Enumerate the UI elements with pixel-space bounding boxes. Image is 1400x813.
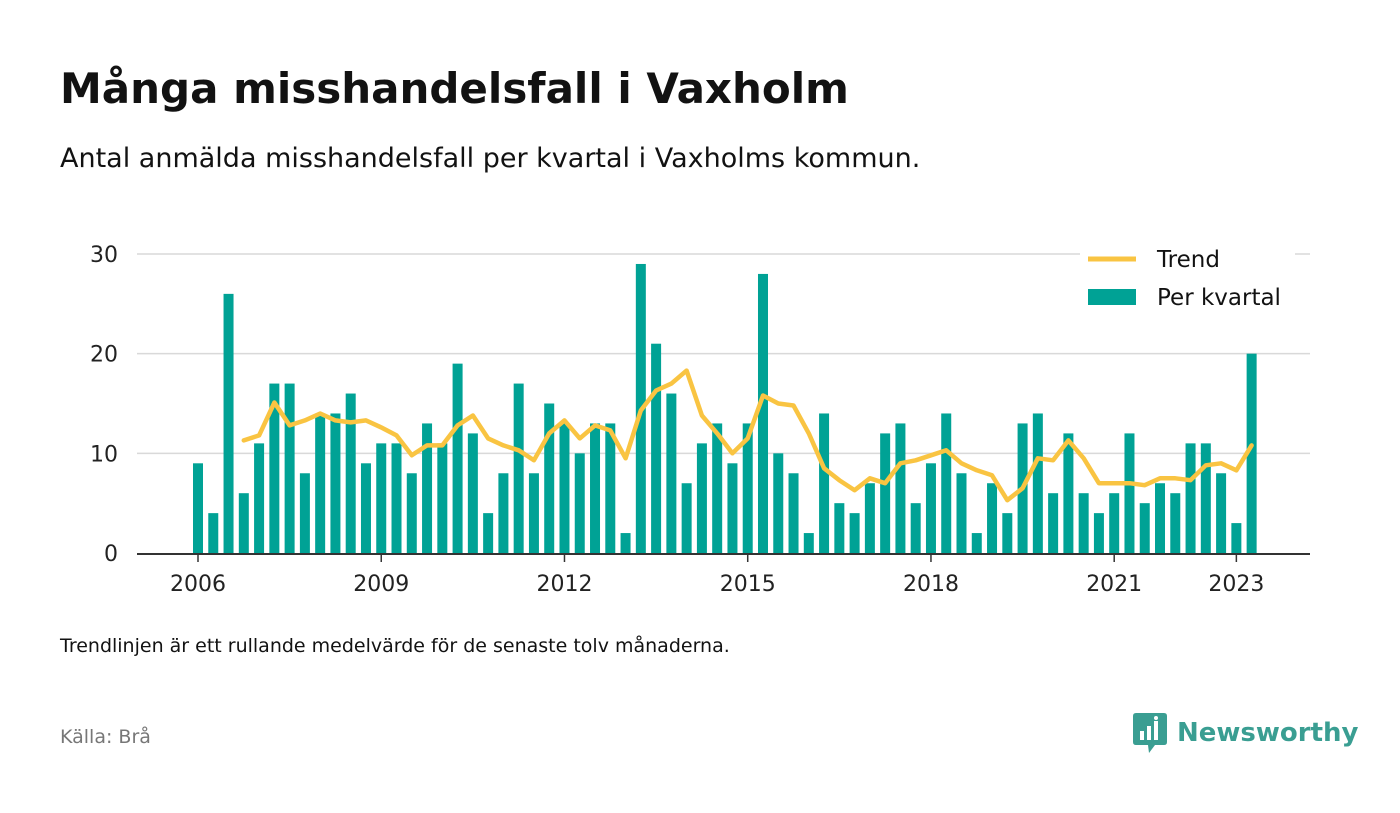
bar (1078, 493, 1089, 553)
bar (1155, 483, 1166, 553)
bar (773, 453, 784, 553)
bar (1109, 493, 1120, 553)
y-tick-label: 20 (90, 343, 118, 368)
bar (391, 443, 402, 553)
y-tick-label: 30 (90, 243, 118, 268)
bar (819, 413, 830, 553)
bar (559, 423, 570, 553)
bar (864, 483, 875, 553)
bar (651, 343, 662, 553)
bar (1139, 503, 1150, 553)
bar (467, 433, 478, 553)
bar (574, 453, 585, 553)
chart-title: Många misshandelsfall i Vaxholm (60, 64, 849, 113)
bar (544, 403, 555, 553)
x-tick-label: 2012 (536, 572, 592, 597)
x-tick-label: 2018 (903, 572, 959, 597)
bar (1002, 513, 1013, 553)
newsworthy-logo-icon (1133, 713, 1167, 753)
bar (1246, 353, 1257, 553)
bar (330, 413, 341, 553)
legend-bar-swatch (1088, 289, 1136, 305)
x-tick-label: 2015 (720, 572, 776, 597)
brand-name: Newsworthy (1177, 718, 1359, 748)
bar (834, 503, 845, 553)
x-tick-label: 2009 (353, 572, 409, 597)
x-tick-label: 2023 (1208, 572, 1264, 597)
bar (193, 463, 203, 553)
bar (254, 443, 265, 553)
bar (498, 473, 509, 553)
y-tick-label: 10 (90, 442, 118, 467)
legend: Trend Per kvartal (1080, 242, 1295, 318)
legend-trend-label: Trend (1156, 247, 1220, 273)
bar (803, 533, 814, 553)
bar-series (193, 263, 1257, 553)
bar (666, 393, 677, 553)
bar (788, 473, 799, 553)
bar (712, 423, 723, 553)
bar (1170, 493, 1181, 553)
y-tick-label: 0 (104, 542, 118, 567)
bar (406, 473, 417, 553)
bar (437, 443, 448, 553)
bar (956, 473, 967, 553)
bar (620, 533, 631, 553)
x-tick-label: 2021 (1086, 572, 1142, 597)
bar (483, 513, 494, 553)
bar (742, 423, 753, 553)
bar (1093, 513, 1104, 553)
bar (1048, 493, 1059, 553)
bar (1124, 433, 1135, 553)
bar (1231, 523, 1242, 553)
bar (299, 473, 310, 553)
bar (345, 393, 356, 553)
x-tick-label: 2006 (170, 572, 226, 597)
bar (1185, 443, 1196, 553)
bar (696, 443, 707, 553)
bar (1032, 413, 1043, 553)
bar (590, 423, 601, 553)
bar (681, 483, 692, 553)
bar (727, 463, 738, 553)
bar (910, 503, 921, 553)
bar (223, 293, 234, 553)
legend-background (1080, 242, 1295, 318)
bar (422, 423, 433, 553)
bar (925, 463, 936, 553)
bar (941, 413, 952, 553)
bar (360, 463, 371, 553)
chart-note: Trendlinjen är ett rullande medelvärde f… (60, 635, 730, 657)
bar (757, 273, 768, 553)
bar (605, 423, 616, 553)
bar (895, 423, 906, 553)
legend-bar-label: Per kvartal (1157, 285, 1281, 311)
bar (238, 493, 249, 553)
bar (452, 363, 463, 553)
bar (376, 443, 387, 553)
trend-series (241, 368, 1254, 503)
chart-area: 0 10 20 30 2006 2009 2012 2015 2018 2021 2023 Tren… (90, 242, 1310, 597)
chart-subtitle: Antal anmälda misshandelsfall per kvarta… (60, 143, 921, 174)
bar (513, 383, 524, 553)
bar (880, 433, 891, 553)
bar (528, 473, 539, 553)
trend-line (241, 368, 1254, 503)
bar (284, 383, 295, 553)
bar (1200, 443, 1211, 553)
brand-logo[interactable]: Newsworthy (1133, 711, 1358, 755)
source-label: Källa: Brå (60, 726, 151, 748)
bar (315, 413, 326, 553)
bar (849, 513, 860, 553)
bar (1216, 473, 1227, 553)
bar (208, 513, 219, 553)
bar (971, 533, 982, 553)
bar (269, 383, 280, 553)
bar (987, 483, 998, 553)
bar (1063, 433, 1074, 553)
axes: 0 10 20 30 2006 2009 2012 2015 2018 2021 2023 (90, 243, 1310, 597)
